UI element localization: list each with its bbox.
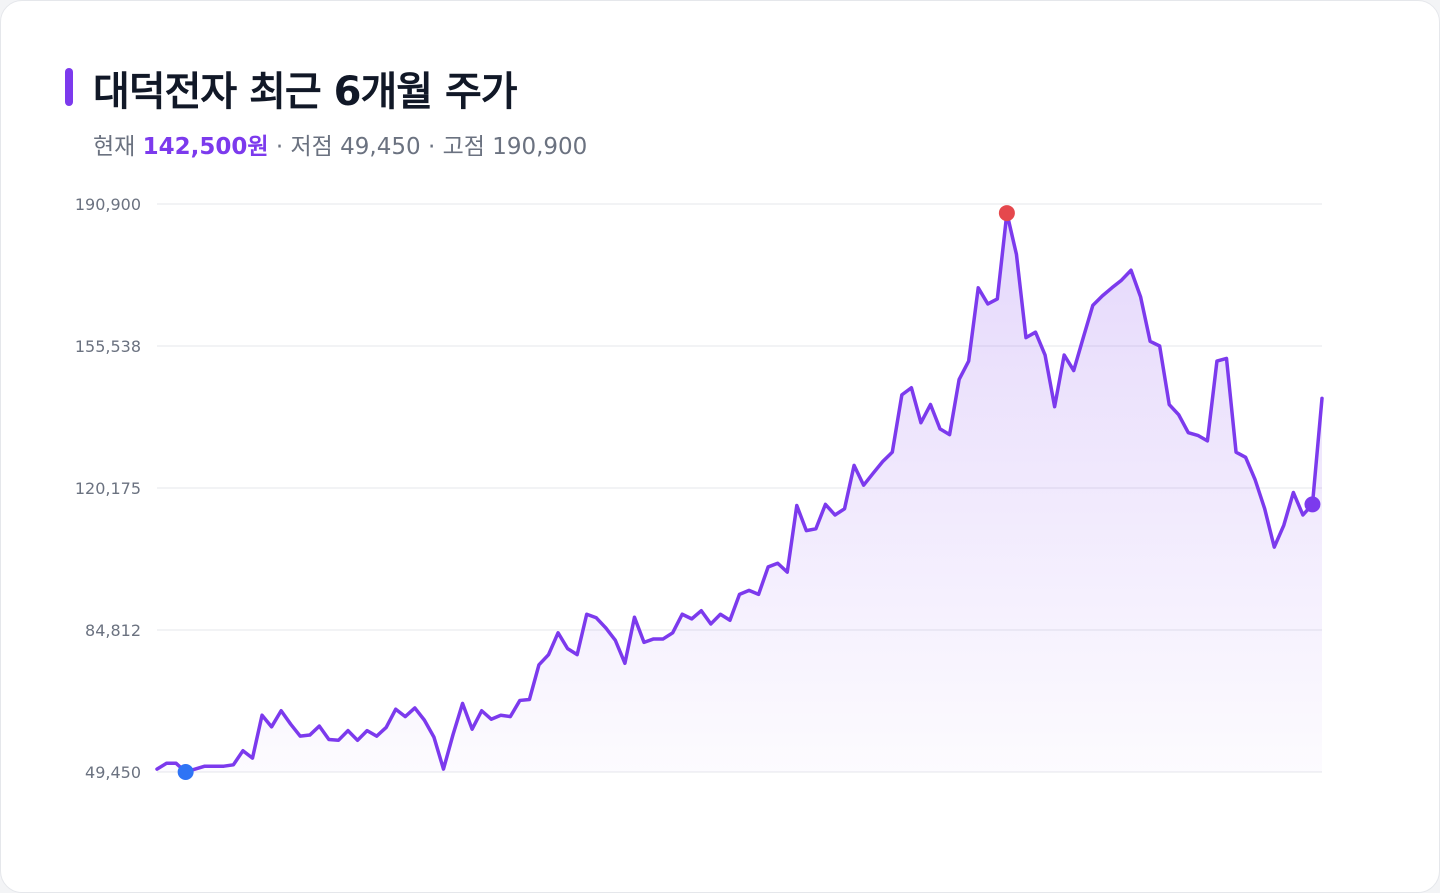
high-price: 190,900: [492, 134, 588, 160]
low-price: 49,450: [340, 134, 421, 160]
y-tick-label: 49,450: [85, 763, 141, 782]
current-point-marker: [1304, 496, 1321, 513]
y-tick-label: 155,538: [75, 337, 141, 356]
title-accent-bar: [65, 68, 73, 106]
separator: ·: [275, 134, 284, 160]
chart-title: 대덕전자 최근 6개월 주가: [93, 69, 518, 115]
y-axis-tick-labels: 190,900 155,538 120,175 84,812 49,450: [75, 195, 141, 782]
high-point-marker: [998, 205, 1015, 222]
y-tick-label: 120,175: [75, 479, 141, 498]
chart-subtitle: 현재 142,500원 · 저점 49,450 · 고점 190,900: [93, 127, 587, 161]
current-label: 현재: [93, 134, 136, 160]
price-line: [155, 211, 1324, 774]
y-tick-label: 190,900: [75, 195, 141, 214]
low-label: 저점: [290, 134, 333, 160]
price-area-fill: [157, 213, 1322, 772]
y-tick-label: 84,812: [85, 621, 141, 640]
price-markers: [177, 205, 1321, 780]
separator: ·: [427, 134, 436, 160]
current-price: 142,500원: [142, 134, 269, 160]
high-label: 고점: [442, 134, 485, 160]
low-point-marker: [177, 764, 194, 780]
